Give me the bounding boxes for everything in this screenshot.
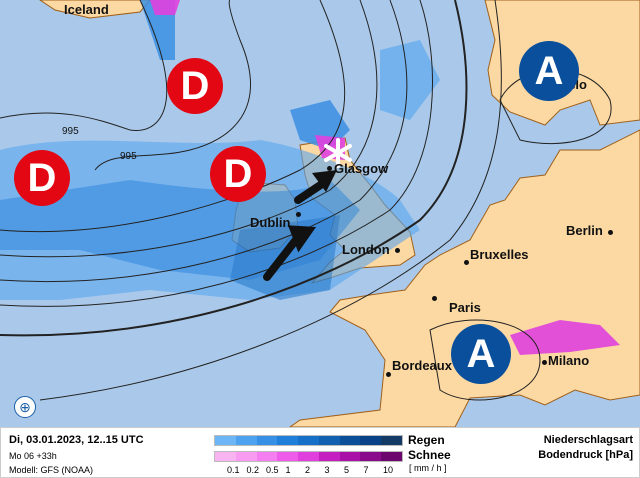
isobar [0,0,346,233]
snow-area [510,320,620,355]
forecast-date: Di, 03.01.2023, 12..15 UTC [9,434,144,446]
globe-icon[interactable]: ⊕ [14,396,36,418]
city-dot [327,166,332,171]
city-label-bruxelles: Bruxelles [470,247,529,262]
snow-scale-swatch [360,452,382,461]
isobar [0,0,468,337]
isobar [0,0,378,258]
city-dot [386,372,391,377]
snow-scale-swatch [381,452,403,461]
snow-scale [214,451,403,462]
city-dot [608,230,613,235]
scale-tick-label: 10 [383,465,394,475]
snow-scale-swatch [298,452,319,461]
snow-scale-swatch [318,452,340,461]
isobar [0,0,168,132]
unit-label: [ mm / h ] [409,463,447,473]
city-label-paris: Paris [449,300,481,315]
snow-scale-swatch [215,452,236,461]
low-pressure-marker: D [210,146,266,202]
snow-scale-swatch [256,452,278,461]
high-pressure-marker: A [451,324,511,384]
snow-scale-swatch [235,452,257,461]
scale-tick-label: 0.5 [266,465,279,475]
rain-label: Regen [408,433,445,447]
city-label-berlin: Berlin [566,223,603,238]
rain-scale-swatch [339,436,361,445]
arrow-icon [312,170,337,192]
isobar [0,0,408,283]
scale-tick-label: 0.1 [227,465,240,475]
scale-tick-label: 7 [363,465,369,475]
snow-scale-swatch [277,452,299,461]
snow-scale-swatch [339,452,361,461]
legend-title-pressure: Bodendruck [hPa] [538,449,633,461]
rain-scale-swatch [277,436,299,445]
city-label-dublin: Dublin [250,215,291,230]
rain-scale-swatch [215,436,236,445]
isobar-label: 995 [62,126,79,137]
rain-scale-swatch [256,436,278,445]
snow-label: Schnee [408,448,451,462]
snow-area [150,0,180,15]
scale-tick-label: 1 [285,465,291,475]
isobar-label: 995 [120,151,137,162]
scale-tick-label: 3 [324,465,330,475]
forecast-run: Mo 06 +33h [9,451,57,461]
scale-tick-label: 2 [305,465,311,475]
low-pressure-marker: D [167,58,223,114]
legend-title-precip: Niederschlagsart [543,434,633,446]
city-dot [542,360,547,365]
isobar [94,0,251,171]
isobar [429,319,541,401]
city-label-iceland: Iceland [64,2,109,17]
snowflake-icon [324,138,352,168]
rain-scale-swatch [360,436,382,445]
city-dot [296,212,301,217]
rain-scale-swatch [318,436,340,445]
arrow-icon [287,225,317,253]
city-label-london: London [342,242,390,257]
rain-scale-swatch [381,436,403,445]
high-pressure-marker: A [519,41,579,101]
city-dot [464,260,469,265]
city-label-milano: Milano [548,353,590,368]
city-label-glasgow: Glasgow [334,161,389,176]
low-pressure-marker: D [14,150,70,206]
city-label-bordeaux: Bordeaux [392,358,452,373]
legend-panel: Di, 03.01.2023, 12..15 UTC Mo 06 +33h Mo… [0,427,640,478]
city-dot [395,248,400,253]
city-dot [432,296,437,301]
rain-scale [214,435,403,446]
rain-band [380,40,440,120]
scale-tick-label: 5 [344,465,350,475]
isobar [0,0,433,307]
rain-scale-swatch [298,436,319,445]
land-iceland [39,0,151,19]
model-name: Modell: GFS (NOAA) [9,465,94,475]
rain-scale-swatch [235,436,257,445]
scale-tick-label: 0.2 [246,465,260,475]
arrow-icon [294,178,329,204]
